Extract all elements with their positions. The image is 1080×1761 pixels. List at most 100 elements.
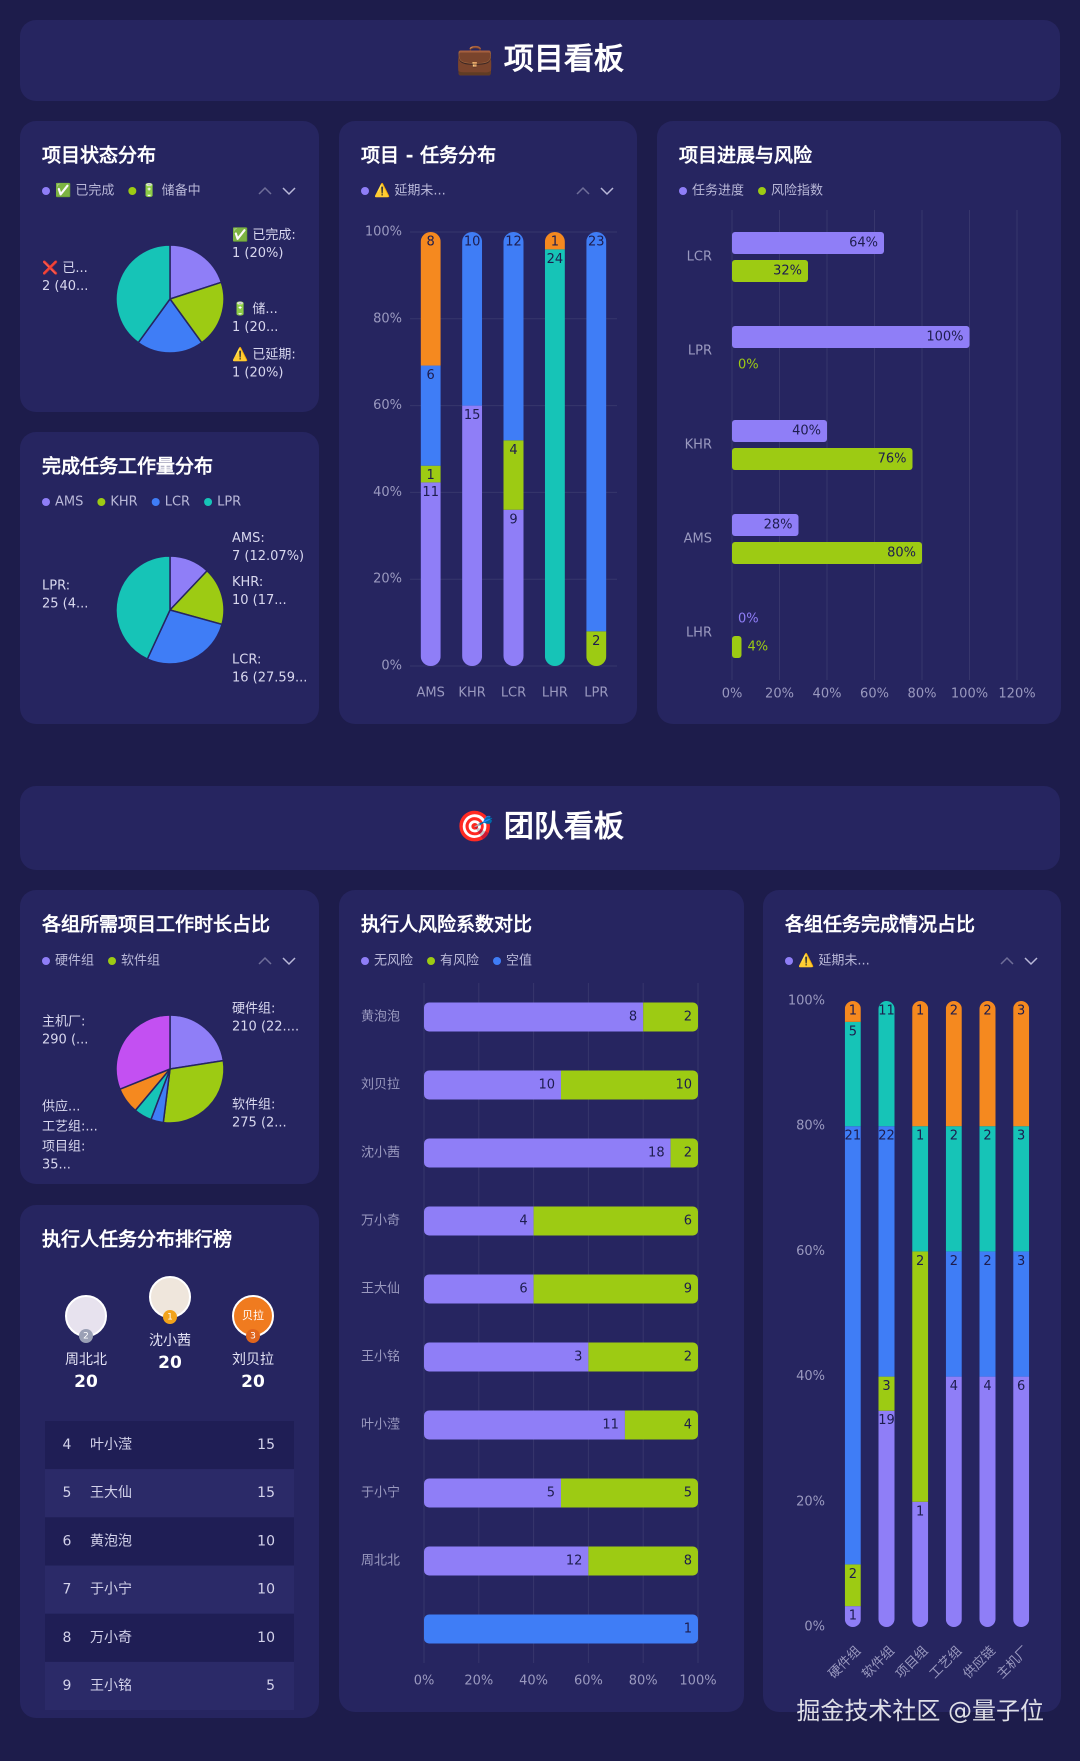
y-tick-label: 刘贝拉 (361, 1078, 400, 1093)
page-up[interactable] (258, 956, 272, 965)
x-tick-label: 0% (414, 1674, 435, 1689)
value-label: 12 (505, 235, 522, 250)
y-tick-label: 100% (788, 994, 825, 1009)
slice-label: KHR: (232, 575, 263, 590)
value-label: 15 (464, 408, 481, 423)
y-tick-label: LHR (686, 626, 712, 641)
bar-segment (533, 1274, 698, 1304)
value-label: 24 (547, 252, 564, 267)
value-label: 1 (551, 235, 559, 250)
slice-label: 项目组: (42, 1139, 85, 1154)
page-down[interactable] (282, 957, 296, 966)
section-title: 💼 项目看板 (456, 42, 624, 77)
value-label: 23 (588, 235, 605, 250)
y-tick-label: 于小宁 (361, 1485, 400, 1501)
bar-segment (424, 1614, 698, 1644)
bar-segment (1013, 1376, 1030, 1627)
bar-segment (844, 1606, 861, 1627)
chart-title: 各组任务完成情况占比 (784, 913, 975, 936)
value-label: 1 (684, 1622, 692, 1637)
y-tick-label: 60% (373, 398, 402, 413)
bar-segment (424, 1546, 589, 1576)
row-rank: 9 (63, 1678, 72, 1694)
page-down[interactable] (600, 187, 614, 196)
value-label: 19 (878, 1413, 895, 1428)
y-tick-label: 40% (373, 485, 402, 500)
slice-value-label: 210 (22.... (232, 1019, 299, 1034)
bar-segment (462, 232, 483, 406)
y-tick-label: 20% (373, 572, 402, 587)
x-tick-label: 20% (765, 687, 794, 702)
bar-segment (544, 249, 565, 666)
value-label: 11 (422, 485, 439, 500)
slice-value-label: 275 (2... (232, 1115, 287, 1130)
bar-segment (979, 1001, 996, 1127)
rank-badge-number: 2 (83, 1332, 89, 1342)
bar-segment (979, 1376, 996, 1627)
x-tick-label: 40% (519, 1674, 548, 1689)
value-label: 1 (427, 468, 435, 483)
bar-segment (533, 1206, 698, 1236)
value-label: 1 (916, 1129, 924, 1144)
bar (732, 636, 742, 658)
value-label: 1 (849, 1004, 857, 1019)
value-label: 2 (916, 1254, 924, 1269)
value-label: 18 (648, 1146, 665, 1161)
legend-dot (361, 957, 369, 965)
bar-segment (420, 482, 441, 666)
bar-segment (624, 1410, 698, 1440)
legend-dot (108, 957, 117, 965)
legend-label: ⚠️ 延期未... (798, 953, 870, 969)
chart-title: 执行人风险系数对比 (361, 913, 532, 936)
page-up[interactable] (258, 186, 272, 195)
bar-segment (420, 365, 441, 466)
x-tick-label: 40% (813, 687, 842, 702)
value-label: 5 (849, 1024, 857, 1039)
page-down[interactable] (282, 187, 296, 196)
row-score: 10 (257, 1582, 275, 1598)
bar-segment (588, 1342, 698, 1372)
y-tick-label: 黄泡泡 (361, 1010, 400, 1025)
bar-segment (586, 232, 607, 632)
value-label: 2 (684, 1350, 692, 1365)
y-tick-label: 沈小茜 (361, 1146, 400, 1161)
row-score: 5 (266, 1678, 275, 1694)
slice-label: 工艺组:... (42, 1119, 98, 1134)
page-down[interactable] (1024, 957, 1038, 966)
value-label: 2 (983, 1129, 991, 1144)
pie-slice (168, 281, 225, 344)
y-tick-label: 40% (796, 1369, 825, 1384)
slice-value-label: 35... (42, 1157, 71, 1172)
pie-slice (169, 244, 223, 301)
value-label: 0% (738, 358, 759, 373)
slice-value-label: 10 (17... (232, 593, 287, 608)
page-up[interactable] (1000, 956, 1014, 965)
bar-segment (503, 232, 524, 441)
x-tick-label: LHR (542, 686, 568, 701)
legend-dot (151, 498, 160, 506)
legend-dot (679, 187, 687, 195)
value-label: 4 (983, 1379, 991, 1394)
legend-label: AMS (55, 495, 83, 510)
legend-label: ✅ 已完成 (55, 183, 114, 199)
podium-name: 周北北 (65, 1352, 107, 1368)
chart-title: 项目进展与风险 (679, 144, 813, 167)
bar-segment (844, 1564, 861, 1607)
bar-segment (1013, 1126, 1030, 1252)
podium-name: 沈小茜 (149, 1333, 191, 1349)
value-label: 3 (1017, 1004, 1025, 1019)
value-label: 6 (684, 1214, 692, 1229)
bar-segment (424, 1274, 534, 1304)
value-label: 12 (566, 1554, 583, 1569)
page-up[interactable] (576, 186, 590, 195)
x-tick-label: 60% (860, 687, 889, 702)
slice-value-label: 16 (27.59... (232, 670, 307, 685)
bar (732, 232, 884, 254)
value-label: 4 (509, 443, 517, 458)
rank-badge (79, 1329, 93, 1343)
y-tick-label: 王小铭 (361, 1350, 400, 1365)
slice-value-label: 7 (12.07%) (232, 549, 304, 564)
y-tick-label: AMS (684, 532, 712, 547)
slice-value-label: 290 (... (42, 1033, 88, 1048)
